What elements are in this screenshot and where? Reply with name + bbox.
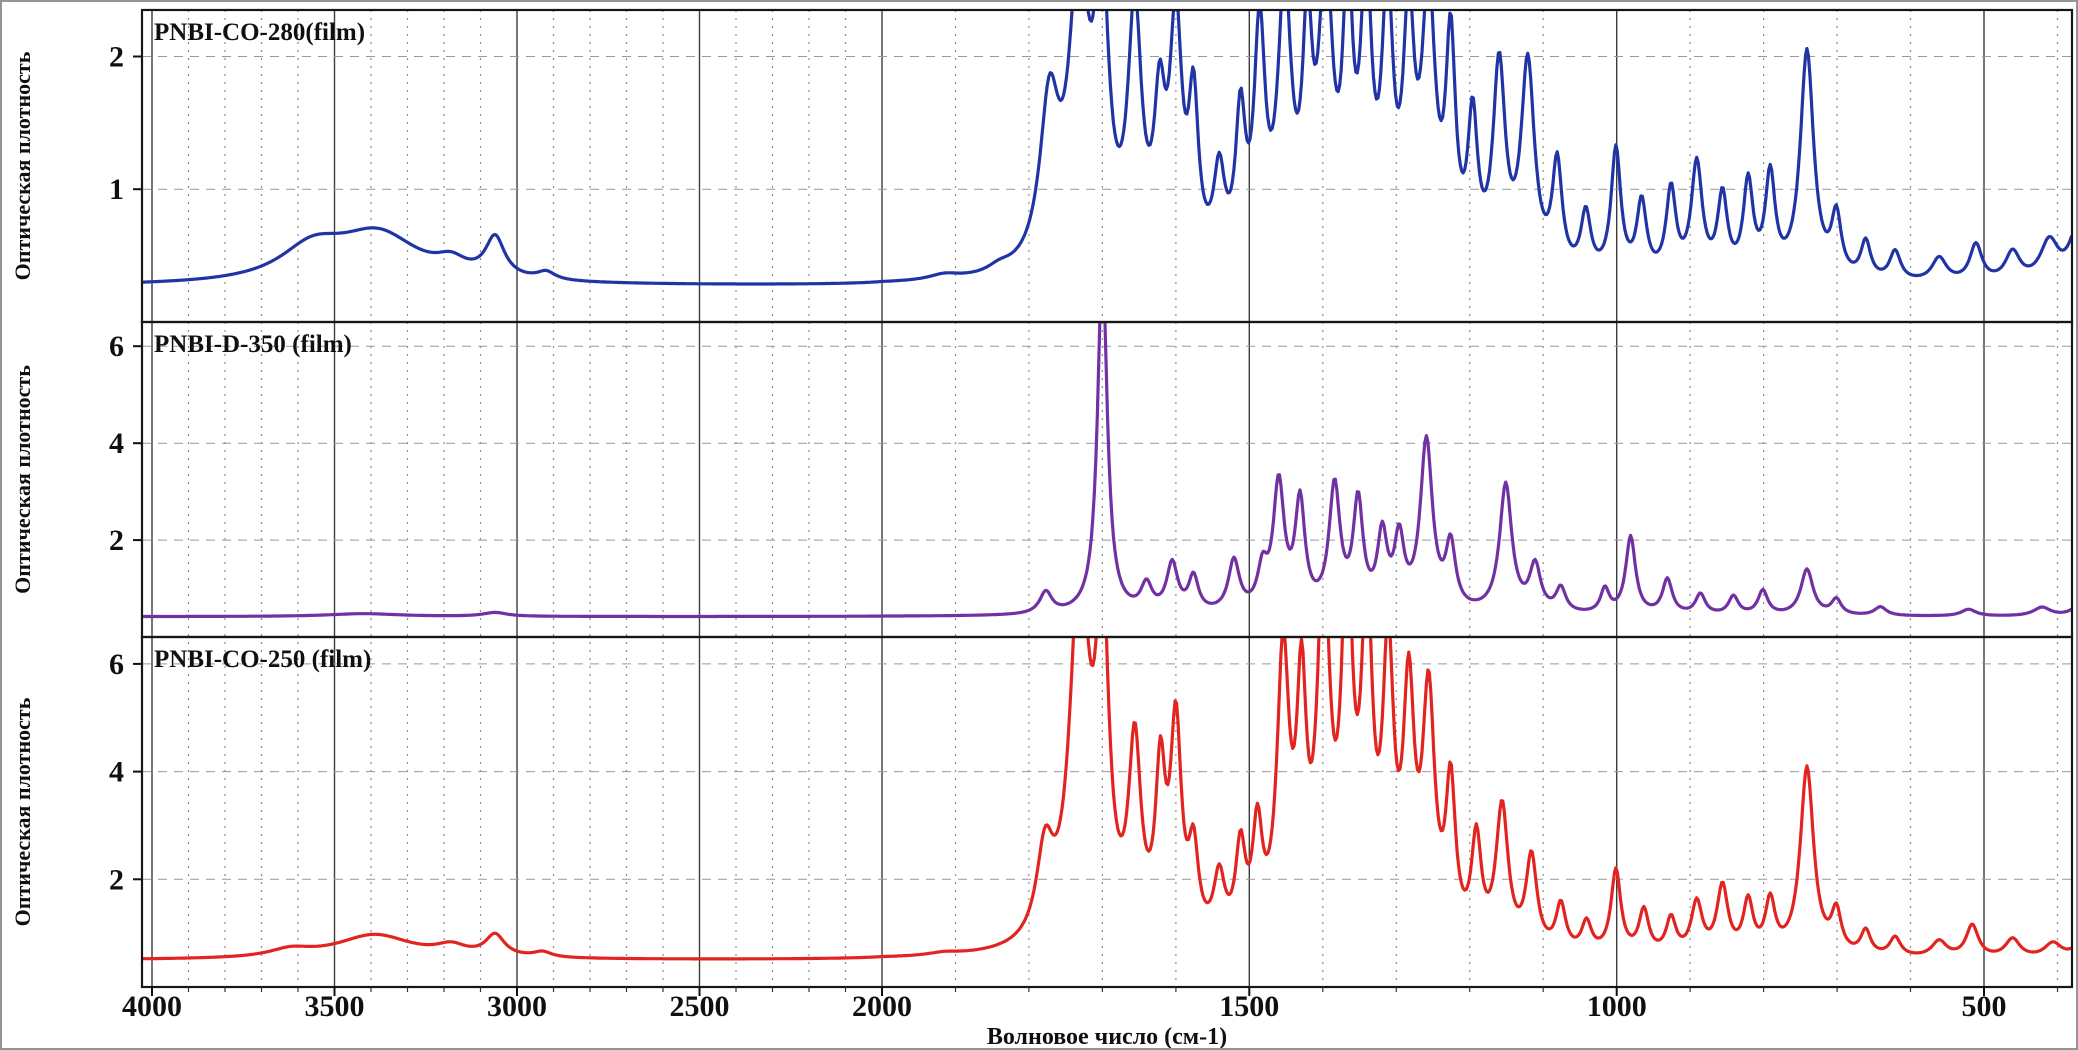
y-axis-label: Оптическая плотность [10, 51, 35, 280]
x-tick-label: 500 [1962, 990, 2007, 1023]
spectrum-curve-2 [143, 323, 2071, 619]
y-tick-label: 2 [109, 863, 124, 896]
panel-border [140, 635, 2074, 989]
y-axis-label: Оптическая плотность [10, 365, 35, 594]
x-axis-label: Волновое число (см-1) [987, 1024, 1227, 1048]
y-tick-label: 4 [109, 756, 124, 789]
x-tick-label: 3500 [305, 990, 365, 1023]
y-tick-label: 6 [109, 648, 124, 681]
y-tick-label: 4 [109, 427, 124, 460]
y-tick-label: 2 [109, 41, 124, 74]
y-axis-label: Оптическая плотность [10, 697, 35, 926]
panel-title: PNBI-CO-280(film) [154, 19, 365, 46]
y-tick-label: 1 [109, 173, 124, 206]
y-tick-label: 2 [109, 524, 124, 557]
spectrum-curve-3 [143, 638, 2071, 961]
x-tick-label: 3000 [487, 990, 547, 1023]
x-tick-label: 2000 [852, 990, 912, 1023]
spectrum-curve-1 [143, 11, 2071, 286]
x-tick-label: 4000 [122, 990, 182, 1023]
x-tick-label: 1500 [1219, 990, 1279, 1023]
panel-title: PNBI-D-350 (film) [154, 331, 352, 358]
y-tick-label: 6 [109, 330, 124, 363]
x-tick-label: 1000 [1587, 990, 1647, 1023]
panel-title: PNBI-CO-250 (film) [154, 646, 371, 673]
x-tick-label: 2500 [670, 990, 730, 1023]
